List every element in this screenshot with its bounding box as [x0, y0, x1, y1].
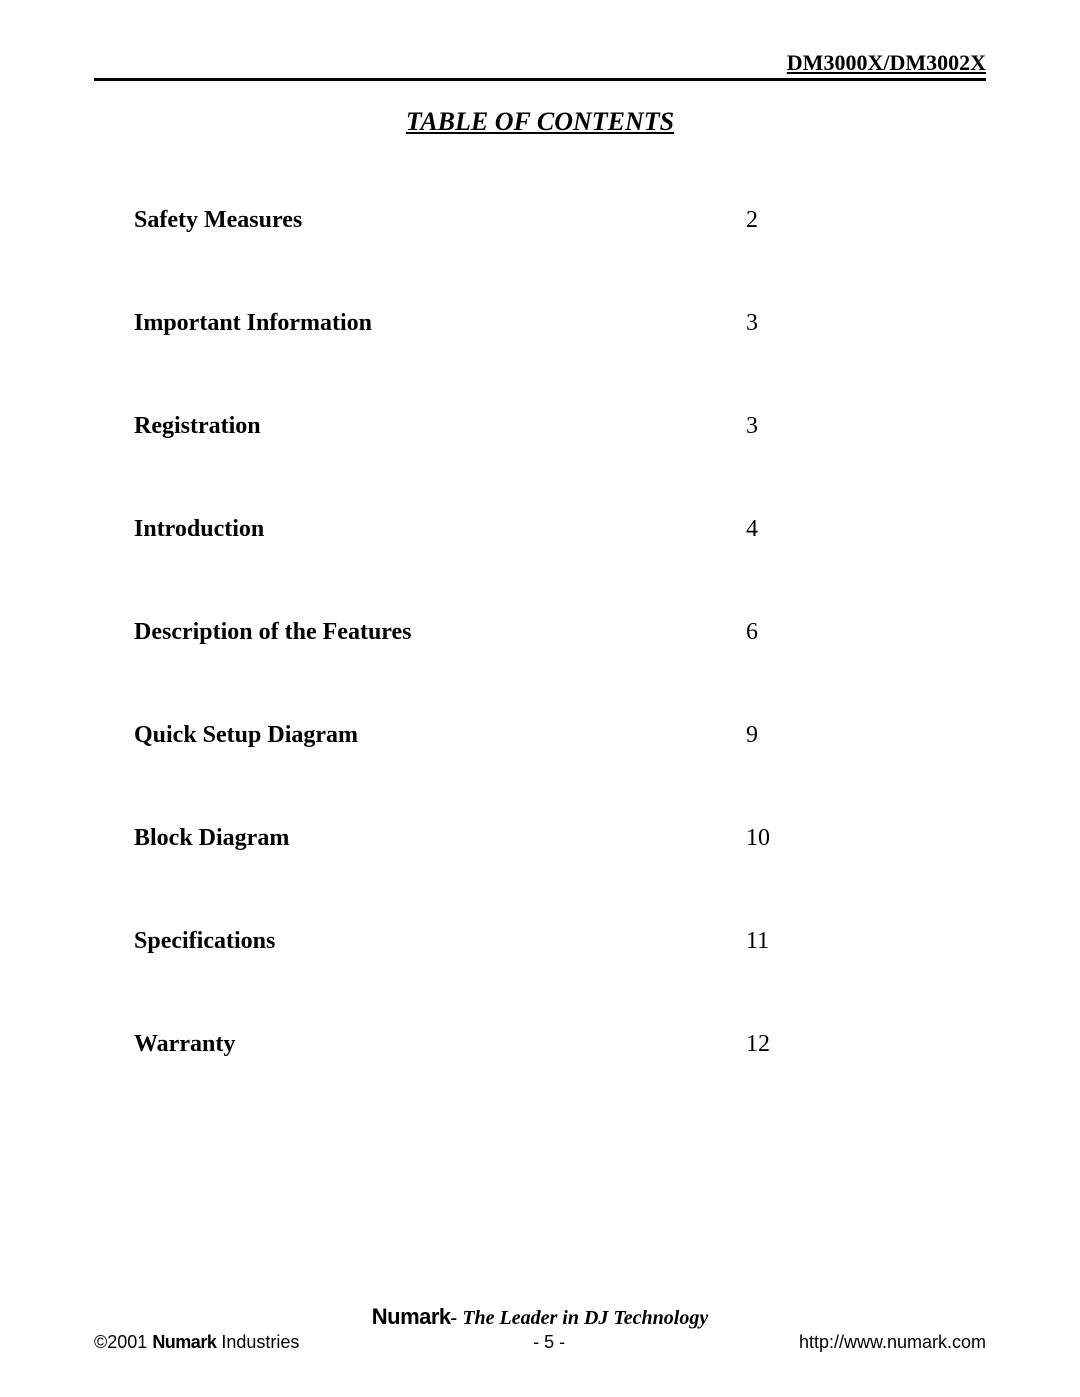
copyright-prefix: ©2001: [94, 1332, 152, 1352]
page-title: TABLE OF CONTENTS: [94, 107, 986, 137]
toc-row: Warranty 12: [134, 1031, 786, 1058]
toc-page-number: 12: [746, 1031, 786, 1058]
toc-row: Introduction 4: [134, 516, 786, 543]
toc-label: Block Diagram: [134, 825, 289, 852]
toc-row: Registration 3: [134, 413, 786, 440]
toc-page-number: 4: [746, 516, 786, 543]
toc-label: Description of the Features: [134, 619, 412, 646]
brand-logo: Numark: [152, 1332, 216, 1352]
toc-label: Important Information: [134, 310, 372, 337]
toc-page-number: 3: [746, 310, 786, 337]
toc-page-number: 3: [746, 413, 786, 440]
toc-label: Warranty: [134, 1031, 235, 1058]
header: DM3000X/DM3002X: [94, 50, 986, 81]
table-of-contents: Safety Measures 2 Important Information …: [134, 207, 786, 1058]
toc-row: Important Information 3: [134, 310, 786, 337]
toc-label: Introduction: [134, 516, 264, 543]
model-number: DM3000X/DM3002X: [787, 50, 986, 75]
toc-label: Registration: [134, 413, 261, 440]
toc-page-number: 2: [746, 207, 786, 234]
page: DM3000X/DM3002X TABLE OF CONTENTS Safety…: [0, 0, 1080, 1397]
toc-page-number: 10: [746, 825, 786, 852]
toc-page-number: 9: [746, 722, 786, 749]
brand-logo: Numark: [372, 1304, 451, 1329]
toc-label: Safety Measures: [134, 207, 302, 234]
tagline-text: - The Leader in DJ Technology: [451, 1307, 709, 1329]
toc-page-number: 6: [746, 619, 786, 646]
toc-row: Specifications 11: [134, 928, 786, 955]
page-number: - 5 -: [533, 1332, 565, 1353]
toc-row: Block Diagram 10: [134, 825, 786, 852]
footer: Numark- The Leader in DJ Technology ©200…: [94, 1304, 986, 1353]
toc-page-number: 11: [746, 928, 786, 955]
toc-label: Specifications: [134, 928, 275, 955]
toc-row: Safety Measures 2: [134, 207, 786, 234]
toc-row: Quick Setup Diagram 9: [134, 722, 786, 749]
toc-label: Quick Setup Diagram: [134, 722, 358, 749]
copyright: ©2001 Numark Industries: [94, 1332, 299, 1353]
footer-row: ©2001 Numark Industries - 5 - http://www…: [94, 1332, 986, 1353]
footer-url: http://www.numark.com: [799, 1332, 986, 1353]
copyright-suffix: Industries: [216, 1332, 299, 1352]
toc-row: Description of the Features 6: [134, 619, 786, 646]
footer-tagline: Numark- The Leader in DJ Technology: [94, 1304, 986, 1330]
